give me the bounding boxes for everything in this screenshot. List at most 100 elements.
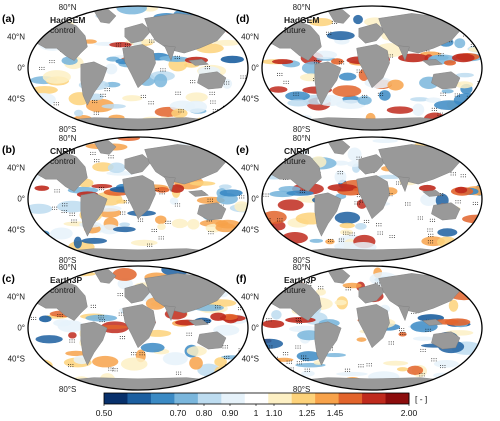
ratio-patch	[221, 313, 238, 321]
ratio-patch	[436, 236, 457, 248]
ratio-patch	[418, 184, 436, 192]
map-outline	[27, 5, 249, 131]
latitude-label: 80°S	[293, 125, 310, 134]
ratio-patch	[117, 137, 140, 141]
ratio-patch	[171, 218, 188, 229]
latitude-label: 40°S	[242, 225, 259, 234]
ratio-patch	[448, 299, 459, 312]
latitude-label: 0°	[17, 194, 25, 203]
latitude-label: 0°	[17, 323, 25, 332]
colorbar-tick-label: 1.25	[299, 408, 316, 418]
colorbar-swatch	[362, 393, 387, 404]
ratio-patch	[455, 81, 474, 89]
ratio-patch	[313, 50, 338, 60]
ratio-patch	[227, 366, 248, 379]
ratio-patch	[223, 236, 245, 247]
ratio-patch	[57, 320, 84, 333]
ratio-patch	[28, 10, 46, 22]
ratio-patch	[92, 355, 119, 368]
ratio-patch	[65, 350, 87, 357]
ratio-patch	[140, 342, 165, 353]
ratio-patch	[463, 19, 479, 28]
panel-letter: (d)	[236, 13, 249, 25]
ratio-patch	[309, 238, 324, 243]
latitude-label: 80°S	[59, 125, 76, 134]
colorbar-swatch	[291, 393, 316, 404]
ratio-patch	[425, 97, 442, 103]
ratio-patch	[155, 215, 167, 225]
ratio-patch	[262, 210, 287, 224]
colorbar-tick-label: 0.70	[170, 408, 187, 418]
latitude-label: 40°S	[8, 354, 25, 363]
ratio-patch	[327, 183, 358, 192]
period-label: future	[284, 25, 306, 35]
ratio-patch	[68, 332, 77, 339]
ratio-patch	[91, 184, 113, 189]
ratio-patch	[117, 278, 133, 290]
period-label: control	[50, 156, 76, 166]
latitude-label: 0°	[251, 63, 259, 72]
ratio-patch	[277, 199, 304, 211]
ratio-patch	[454, 38, 466, 49]
ratio-patch	[218, 184, 232, 190]
ratio-patch	[219, 189, 243, 197]
ratio-patch	[130, 239, 158, 246]
colorbar-tick-label: 1	[254, 408, 259, 418]
ratio-patch	[187, 219, 200, 230]
panel-letter: (e)	[236, 144, 249, 156]
ratio-patch	[100, 224, 120, 235]
ratio-field	[262, 138, 482, 261]
ratio-patch	[477, 237, 482, 247]
ratio-patch	[419, 256, 450, 261]
model-name: Earth3P	[284, 275, 316, 285]
latitude-label: 40°S	[242, 354, 259, 363]
ratio-patch	[262, 320, 285, 328]
ratio-field	[28, 137, 248, 261]
latitude-label: 40°N	[7, 163, 25, 172]
land-mask	[36, 8, 231, 130]
latitude-label: 80°N	[59, 263, 77, 272]
latitude-label: 80°N	[293, 263, 311, 272]
ratio-patch	[396, 367, 409, 372]
latitude-label: 80°N	[59, 3, 77, 12]
latitude-label: 40°S	[242, 94, 259, 103]
ratio-patch	[28, 118, 44, 130]
ratio-patch	[334, 170, 347, 184]
ratio-patch	[222, 78, 233, 89]
colorbar-swatch	[221, 393, 246, 404]
ratio-patch	[185, 92, 208, 103]
ratio-patch	[430, 54, 449, 61]
ratio-patch	[112, 226, 136, 233]
colorbar: 0.50 0.70 0.80 0.90 1 1.10 1.25 1.45 2.00 [ - ]	[96, 392, 427, 418]
ratio-patch	[336, 371, 368, 377]
ratio-patch	[356, 337, 367, 342]
ratio-patch	[339, 222, 355, 229]
ratio-patch	[443, 113, 459, 121]
ratio-patch	[458, 148, 482, 160]
ratio-patch	[332, 85, 362, 97]
ratio-patch	[272, 59, 294, 65]
ratio-patch	[38, 315, 52, 323]
ratio-patch	[213, 39, 241, 46]
ratio-patch	[109, 42, 132, 48]
colorbar-swatch	[315, 393, 340, 404]
ratio-patch	[347, 160, 361, 168]
ratio-patch	[440, 266, 461, 274]
colorbar-unit: [ - ]	[415, 394, 427, 404]
ratio-patch	[323, 352, 346, 358]
ratio-patch	[116, 6, 147, 15]
latitude-label: 40°N	[241, 163, 259, 172]
ratio-patch	[35, 335, 63, 344]
ratio-patch	[41, 382, 51, 390]
ratio-patch	[287, 99, 310, 107]
ratio-patch	[441, 89, 454, 94]
latitude-label: 80°N	[293, 134, 311, 143]
map-outline	[261, 5, 483, 131]
ratio-patch	[171, 108, 188, 118]
period-label: control	[50, 25, 76, 35]
ratio-patch	[301, 370, 315, 377]
ratio-patch	[214, 357, 227, 367]
ratio-patch	[239, 137, 248, 145]
